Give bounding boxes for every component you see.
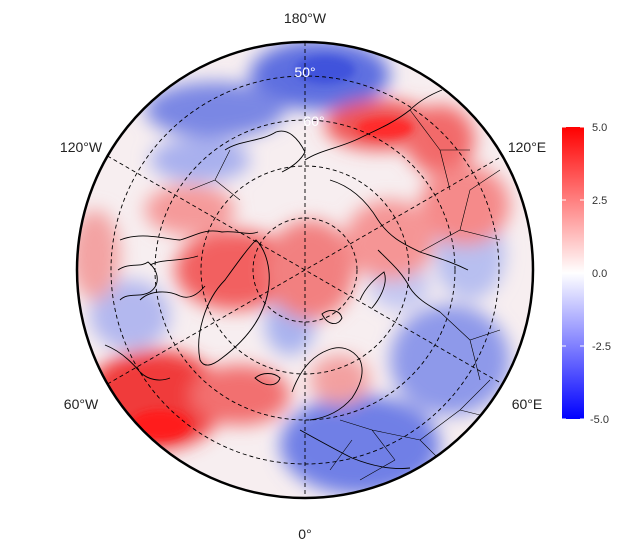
region-canada-blue bbox=[150, 138, 250, 182]
colorbar-tick-label: -5.0 bbox=[590, 414, 609, 426]
region-baffin-red bbox=[145, 185, 235, 235]
meridian-120w-60e bbox=[107, 155, 503, 385]
meridian-60w-120e bbox=[107, 155, 503, 385]
alaska-coast bbox=[224, 130, 306, 173]
labrador-coast bbox=[104, 344, 171, 381]
region-greenland-red bbox=[175, 230, 295, 310]
colorbar-ticks bbox=[562, 126, 584, 420]
colorbar-tick-label: 2.5 bbox=[592, 195, 607, 207]
region-labrador-blue bbox=[90, 280, 170, 350]
europe-coast bbox=[299, 429, 411, 469]
lon-label-top: 180°W bbox=[284, 10, 327, 26]
canada-arctic-coast bbox=[119, 230, 259, 301]
coastlines bbox=[104, 89, 469, 469]
region-arctic-ocean-red bbox=[265, 220, 355, 320]
hudson-bay-coast bbox=[117, 261, 158, 301]
novaya-zemlya-coast bbox=[359, 271, 386, 309]
lat-label-60: 60° bbox=[303, 113, 324, 129]
region-pacific-blue-left bbox=[145, 82, 285, 138]
region-east-red bbox=[345, 200, 435, 280]
lon-label-bottom: 0° bbox=[298, 526, 311, 542]
region-atlantic-red-2 bbox=[190, 365, 290, 425]
bering-coast bbox=[304, 89, 443, 161]
region-siberia-east-blue bbox=[390, 305, 510, 415]
lon-label-upper-left: 120°W bbox=[60, 139, 103, 155]
siberia-coast bbox=[329, 179, 469, 271]
colorbar: 5.0 2.5 0.0 -2.5 -5.0 bbox=[562, 122, 611, 426]
region-alaska-red bbox=[405, 105, 475, 175]
colorbar-tick-label: -2.5 bbox=[592, 341, 611, 353]
lat-circle-80 bbox=[252, 217, 358, 323]
region-north-europe-blue bbox=[280, 395, 440, 495]
region-west-red bbox=[77, 210, 120, 300]
lat-circle-60 bbox=[154, 119, 456, 421]
region-pacific-core bbox=[295, 56, 355, 84]
svalbard-coast bbox=[321, 310, 343, 324]
map-boundary bbox=[75, 40, 535, 500]
scandinavia-coast bbox=[291, 347, 363, 421]
greenland-coast bbox=[198, 239, 270, 366]
lat-label-50: 50° bbox=[294, 64, 315, 80]
lon-label-lower-right: 60°E bbox=[512, 396, 543, 412]
lon-label-lower-left: 60°W bbox=[64, 396, 99, 412]
taymyr-coast bbox=[377, 249, 441, 313]
iceland-coast bbox=[254, 373, 281, 386]
anomaly-field bbox=[77, 42, 533, 498]
lon-label-upper-right: 120°E bbox=[508, 139, 546, 155]
colorbar-tick-label: 5.0 bbox=[592, 122, 607, 134]
colorbar-gradient bbox=[562, 127, 584, 419]
colorbar-tick-label: 0.0 bbox=[592, 268, 607, 280]
region-siberia-red bbox=[420, 165, 510, 245]
graticule bbox=[107, 42, 503, 498]
country-borders bbox=[189, 109, 501, 481]
